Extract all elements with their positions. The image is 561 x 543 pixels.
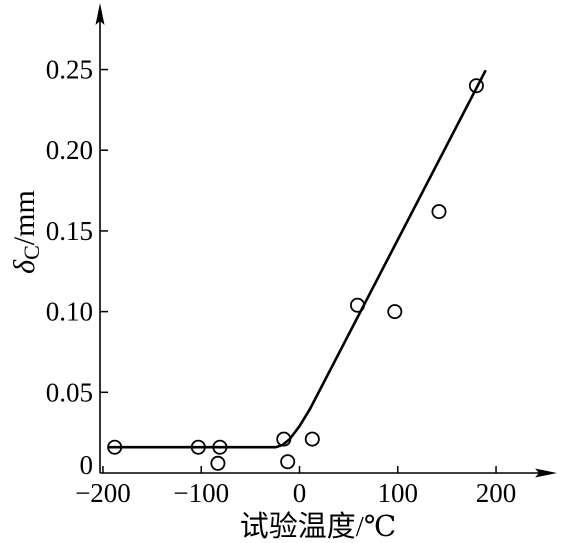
y-tick-label: 0.25 <box>46 55 93 85</box>
y-axis-label-subscript: C <box>19 245 44 260</box>
x-axis-arrowhead <box>535 468 557 478</box>
y-axis-label-unit: /mm <box>8 190 41 245</box>
data-point <box>212 439 228 455</box>
fitted-curve <box>108 69 487 449</box>
data-point <box>210 455 226 471</box>
data-point <box>468 78 484 94</box>
data-point <box>107 439 123 455</box>
y-tick-label: 0.20 <box>46 135 93 165</box>
x-tick-label: 100 <box>378 478 419 508</box>
x-tick-label: 0 <box>293 478 307 508</box>
y-axis-label-symbol: δ <box>8 259 41 274</box>
data-point <box>387 304 403 320</box>
y-tick-label: 0.10 <box>46 297 93 327</box>
x-axis <box>100 468 557 478</box>
x-tick-label: −100 <box>173 478 229 508</box>
data-point <box>276 431 292 447</box>
axis-tick-labels: −200 −100 0 100 200 0 0.05 0.10 0.15 0.20 0.25 <box>46 55 517 508</box>
data-point <box>349 297 365 313</box>
data-point <box>280 454 296 470</box>
x-tick-label: 200 <box>476 478 517 508</box>
axis-ticks <box>100 68 497 473</box>
chart-series <box>107 69 487 471</box>
x-axis-label: 试验温度/℃ <box>240 510 397 543</box>
y-axis-arrowhead <box>95 3 105 25</box>
x-tick-label: −200 <box>75 478 131 508</box>
data-point <box>304 431 320 447</box>
y-axis <box>95 3 105 473</box>
y-tick-label: 0.15 <box>46 216 93 246</box>
y-tick-label: 0 <box>80 450 94 480</box>
data-point <box>431 204 447 220</box>
data-point <box>190 439 206 455</box>
y-tick-label: 0.05 <box>46 377 93 407</box>
y-axis-label: δC/mm <box>8 190 44 274</box>
